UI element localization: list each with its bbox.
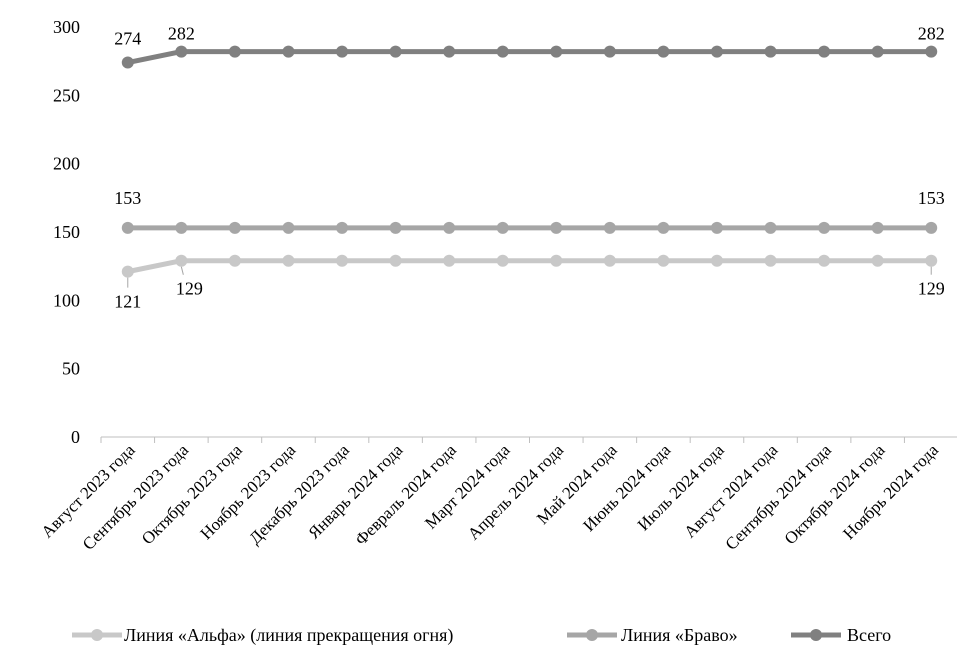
data-point (389, 45, 402, 58)
legend-marker (91, 629, 103, 641)
x-tick-label: Октябрь 2023 года (138, 440, 246, 548)
data-point (496, 45, 509, 58)
data-point (657, 254, 670, 267)
x-tick-label: Август 2024 года (680, 440, 781, 541)
data-point (550, 254, 563, 267)
data-point (336, 221, 349, 234)
legend-label: Линия «Браво» (621, 625, 738, 645)
data-point (925, 254, 938, 267)
data-point (871, 221, 884, 234)
y-tick-label: 50 (62, 359, 80, 379)
y-tick-label: 250 (53, 85, 80, 105)
data-point (657, 45, 670, 58)
data-point (710, 45, 723, 58)
y-tick-label: 0 (71, 427, 80, 447)
y-tick-label: 100 (53, 290, 80, 310)
data-point (121, 265, 134, 278)
x-tick-label: Январь 2024 года (304, 440, 406, 542)
data-label: 282 (918, 24, 945, 44)
legend-label: Всего (847, 625, 891, 645)
data-point (389, 254, 402, 267)
x-tick-label: Апрель 2024 года (464, 440, 567, 543)
data-point (389, 221, 402, 234)
x-tick-label: Ноябрь 2023 года (196, 440, 299, 543)
data-point (121, 221, 134, 234)
data-point (496, 254, 509, 267)
data-point (764, 254, 777, 267)
x-tick-label: Февраль 2024 года (351, 440, 460, 549)
data-point (443, 221, 456, 234)
data-point (657, 221, 670, 234)
data-label: 153 (918, 188, 945, 208)
legend-marker (810, 629, 822, 641)
data-point (925, 45, 938, 58)
data-point (818, 254, 831, 267)
series-line (125, 49, 934, 66)
data-point (603, 45, 616, 58)
data-label: 129 (176, 279, 203, 299)
legend-marker (586, 629, 598, 641)
data-point (175, 45, 188, 58)
data-point (764, 45, 777, 58)
data-point (496, 221, 509, 234)
x-tick-label: Декабрь 2023 года (245, 440, 353, 548)
data-point (550, 45, 563, 58)
data-label: 282 (168, 24, 195, 44)
data-point (282, 254, 295, 267)
data-label: 274 (114, 29, 141, 49)
data-point (228, 221, 241, 234)
x-tick-label: Ноябрь 2024 года (839, 440, 942, 543)
data-point (818, 221, 831, 234)
data-point (175, 254, 188, 267)
series-line (125, 258, 934, 275)
data-point (603, 254, 616, 267)
data-point (443, 254, 456, 267)
data-label-leader (180, 266, 184, 275)
y-tick-label: 150 (53, 222, 80, 242)
data-point (710, 254, 723, 267)
data-label: 121 (114, 292, 141, 312)
data-point (550, 221, 563, 234)
data-label: 129 (918, 279, 945, 299)
x-tick-label: Октябрь 2024 года (781, 440, 889, 548)
legend-label: Линия «Альфа» (линия прекращения огня) (124, 625, 453, 646)
data-point (336, 45, 349, 58)
data-point (443, 45, 456, 58)
data-point (228, 45, 241, 58)
data-point (336, 254, 349, 267)
x-tick-label: Август 2023 года (37, 440, 138, 541)
data-point (228, 254, 241, 267)
data-point (710, 221, 723, 234)
data-point (121, 56, 134, 69)
data-point (871, 254, 884, 267)
y-tick-label: 200 (53, 154, 80, 174)
data-point (282, 45, 295, 58)
data-point (175, 221, 188, 234)
data-point (925, 221, 938, 234)
data-point (282, 221, 295, 234)
data-point (764, 221, 777, 234)
data-point (603, 221, 616, 234)
data-point (818, 45, 831, 58)
data-point (871, 45, 884, 58)
data-label: 153 (114, 188, 141, 208)
y-tick-label: 300 (53, 17, 80, 37)
